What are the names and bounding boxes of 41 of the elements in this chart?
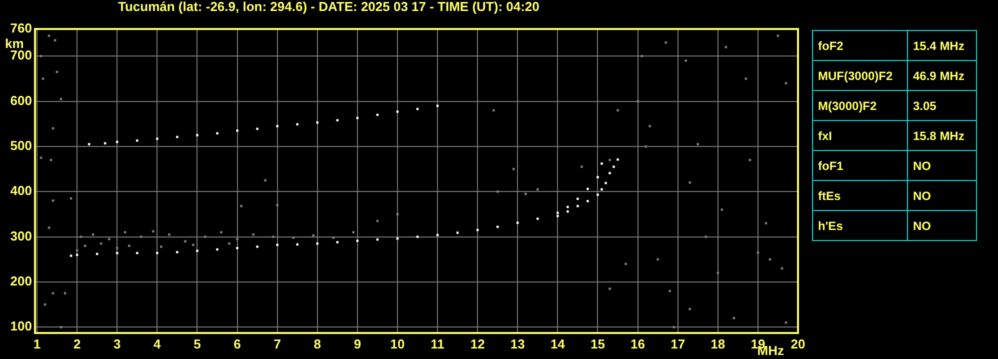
y-tick-label: 760 <box>10 20 32 36</box>
x-tick-label: 2 <box>73 336 81 352</box>
text: 15.8 MHz <box>908 120 976 150</box>
text: h'Es <box>812 210 908 240</box>
x-tick-label: 8 <box>314 336 321 352</box>
x-tick-label: 9 <box>354 336 362 352</box>
x-tick-label: 1 <box>33 336 41 352</box>
x-tick-label: 14 <box>550 336 566 352</box>
y-tick-label: 200 <box>10 274 32 289</box>
text: foF1 <box>812 150 908 180</box>
x-tick-label: 7 <box>274 336 281 352</box>
text: NO <box>908 150 976 180</box>
x-tick-label: 20 <box>790 336 806 352</box>
text: MUF(3000)F2 <box>812 60 908 90</box>
text: NO <box>908 210 976 240</box>
x-tick-label: 15 <box>590 336 605 352</box>
y-tick-label: 600 <box>10 92 32 108</box>
text: 3.05 <box>908 90 976 120</box>
x-tick-label: 4 <box>154 336 162 352</box>
x-tick-label: 16 <box>630 336 646 352</box>
x-tick-label: 6 <box>234 336 241 352</box>
text: 46.9 MHz <box>908 60 976 90</box>
y-tick-label: 400 <box>10 183 32 198</box>
text: fxI <box>812 120 908 150</box>
x-tick-label: 11 <box>430 336 444 352</box>
chart-title: Tucumán (lat: -26.9, lon: 294.6) - DATE: 2025 03 17 - TIME (UT): 04:20 <box>118 0 540 14</box>
x-tick-label: 5 <box>194 336 201 352</box>
x-tick-label: 12 <box>470 336 485 352</box>
text: ftEs <box>812 180 908 210</box>
x-tick-label: 13 <box>510 336 525 352</box>
x-tick-label: 10 <box>390 336 405 352</box>
text: M(3000)F2 <box>812 90 908 120</box>
x-tick-label: 3 <box>113 336 121 352</box>
text: NO <box>908 180 976 210</box>
text: foF2 <box>812 30 908 60</box>
text: 15.4 MHz <box>908 30 976 60</box>
y-tick-label: 500 <box>10 138 32 154</box>
y-tick-label: 300 <box>10 228 32 244</box>
x-tick-label: 17 <box>670 336 686 352</box>
y-tick-label: 100 <box>10 318 32 334</box>
x-tick-label: 18 <box>710 336 726 352</box>
